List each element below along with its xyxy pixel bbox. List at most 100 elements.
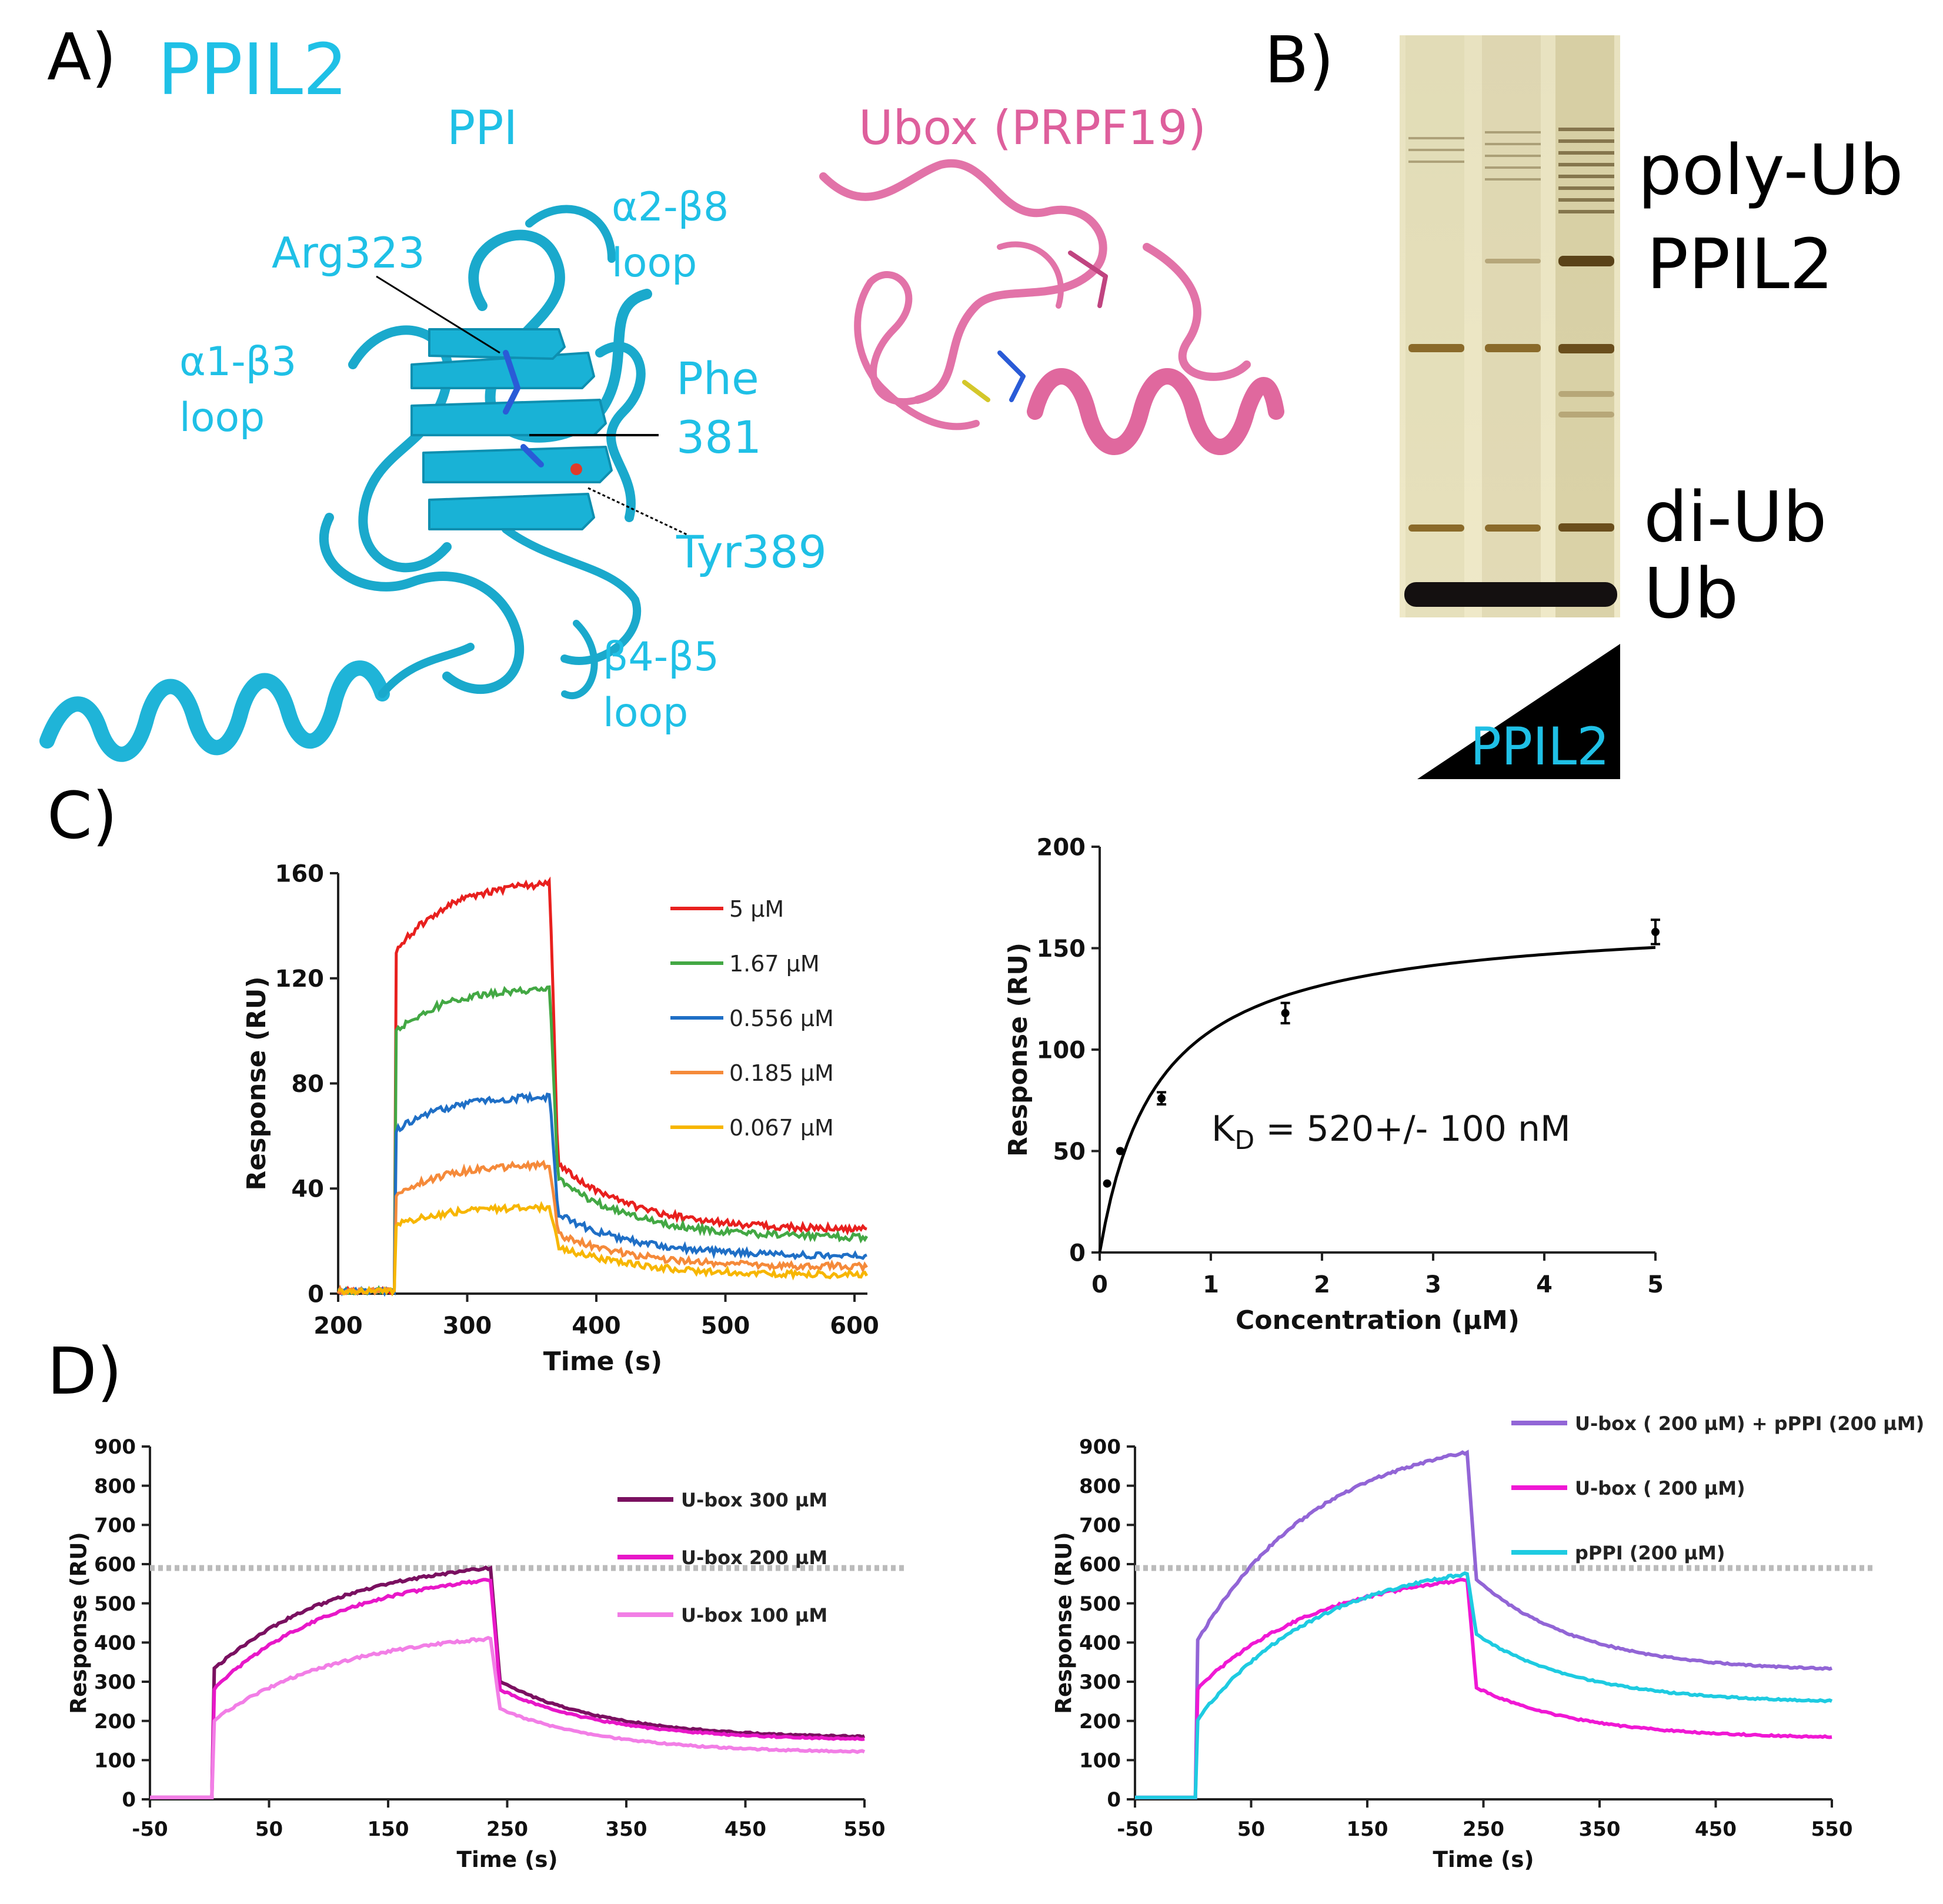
panel-b: B) <box>1264 22 1904 779</box>
y-tick-label: 300 <box>94 1671 136 1694</box>
x-tick-label: 0 <box>1091 1271 1108 1298</box>
phe381-label-line2: 381 <box>676 411 762 463</box>
x-tick-label: 600 <box>830 1312 879 1340</box>
y-tick-label: 500 <box>1079 1592 1121 1616</box>
legend-entry: 0.556 µM <box>729 1006 834 1031</box>
x-tick-label: 50 <box>1237 1818 1265 1841</box>
y-tick-label: 200 <box>1037 834 1086 861</box>
wedge-label: PPIL2 <box>1470 716 1610 777</box>
x-tick-label: 350 <box>606 1818 647 1841</box>
x-axis-title: Time (s) <box>543 1347 663 1377</box>
legend-entry: pPPI (200 µM) <box>1575 1542 1725 1564</box>
ubox-label: Ubox (PRPF19) <box>859 101 1206 155</box>
y-axis-title: Response (RU) <box>1003 943 1033 1157</box>
sensorgram-chart-d-right: 0 100 200 300 400 500 600 700 800 900 -50 50 150 250 3… <box>1051 1412 1925 1872</box>
legend-entry: 0.185 µM <box>729 1060 834 1086</box>
phe381-label-line1: Phe <box>676 352 759 405</box>
panel-a-label: A) <box>47 19 116 95</box>
y-tick-label: 800 <box>1079 1475 1121 1498</box>
gel-image <box>1400 35 1620 617</box>
y-tick-label: 400 <box>1079 1632 1121 1655</box>
series-line <box>1135 1571 1833 1799</box>
y-tick-label: 100 <box>1037 1037 1086 1064</box>
x-tick-label: 2 <box>1314 1271 1330 1298</box>
x-tick-label: -50 <box>1117 1818 1153 1841</box>
y-tick-label: 0 <box>308 1281 324 1308</box>
y-tick-label: 100 <box>1079 1749 1121 1773</box>
y-tick-label: 800 <box>94 1475 136 1498</box>
ppil2-structure-image <box>39 205 652 762</box>
ppi-label: PPI <box>447 101 518 155</box>
y-tick-label: 50 <box>1053 1138 1086 1165</box>
series-line <box>150 1565 866 1799</box>
series-line <box>337 876 867 1296</box>
x-tick-label: 500 <box>701 1312 750 1340</box>
x-tick-label: 450 <box>1695 1818 1737 1841</box>
x-tick-label: 450 <box>725 1818 766 1841</box>
x-axis-title: Concentration (µM) <box>1236 1305 1520 1335</box>
y-axis-title: Response (RU) <box>1051 1532 1077 1713</box>
x-tick-label: 50 <box>255 1818 283 1841</box>
y-tick-label: 80 <box>291 1071 324 1098</box>
series-line <box>150 1635 866 1799</box>
x-tick-label: 1 <box>1203 1271 1219 1298</box>
y-tick-label: 400 <box>94 1632 136 1655</box>
x-tick-label: 150 <box>368 1818 409 1841</box>
x-axis-title: Time (s) <box>456 1846 557 1872</box>
y-tick-label: 160 <box>275 860 325 887</box>
panel-c-label: C) <box>47 778 118 853</box>
series-line <box>338 1201 869 1297</box>
y-tick-label: 900 <box>94 1435 136 1459</box>
x-tick-label: 150 <box>1347 1818 1388 1841</box>
y-tick-label: 600 <box>94 1553 136 1576</box>
data-point <box>1116 1147 1124 1155</box>
x-tick-label: 250 <box>486 1818 528 1841</box>
binding-isotherm-chart: 0 50 100 150 200 0 1 2 3 4 5 Concentration (µM) Resp… <box>1003 834 1664 1335</box>
y-tick-label: 200 <box>94 1710 136 1733</box>
y-tick-label: 200 <box>1079 1710 1121 1733</box>
y-tick-label: 500 <box>94 1592 136 1616</box>
data-point <box>1103 1179 1111 1188</box>
legend-entry: U-box 300 µM <box>681 1489 827 1511</box>
sensorgram-chart-c: 0 40 80 120 160 200 300 400 500 600 Time (s) Respon… <box>242 860 879 1377</box>
series-line <box>150 1578 865 1799</box>
x-tick-label: 350 <box>1579 1818 1621 1841</box>
a1b3-label-line2: loop <box>179 395 265 441</box>
fit-curve <box>1098 946 1656 1253</box>
y-tick-label: 120 <box>275 966 325 993</box>
a2b8-label-line1: α2-β8 <box>612 184 729 231</box>
x-tick-label: 3 <box>1425 1271 1441 1298</box>
x-axis-title: Time (s) <box>1433 1846 1534 1872</box>
y-tick-label: 40 <box>291 1176 324 1203</box>
series-line <box>336 1160 868 1296</box>
band-label-ub: Ub <box>1644 553 1738 634</box>
panel-d-label: D) <box>47 1334 122 1409</box>
series-line <box>338 1091 867 1297</box>
panel-a: A) PPIL2 PPI Ubox (PRPF19) <box>39 19 1284 762</box>
y-tick-label: 0 <box>122 1788 136 1812</box>
legend-entry: 1.67 µM <box>729 951 820 977</box>
tyr389-label: Tyr389 <box>676 526 827 578</box>
y-tick-label: 700 <box>94 1514 136 1538</box>
x-tick-label: 200 <box>313 1312 363 1340</box>
legend-entry: U-box 100 µM <box>681 1604 827 1626</box>
arg323-label: Arg323 <box>272 228 425 278</box>
x-tick-label: -50 <box>132 1818 168 1841</box>
ubox-structure-image <box>819 159 1284 455</box>
x-tick-label: 550 <box>844 1818 886 1841</box>
series-line <box>1135 1578 1832 1799</box>
x-tick-label: 5 <box>1647 1271 1664 1298</box>
arg323-pointer <box>376 275 500 354</box>
band-label-ppil2: PPIL2 <box>1647 223 1834 305</box>
series-line <box>337 985 869 1296</box>
y-tick-label: 100 <box>94 1749 136 1773</box>
concentration-wedge <box>1417 644 1620 779</box>
y-axis-title: Response (RU) <box>66 1532 92 1713</box>
legend-entry: U-box ( 200 µM) <box>1575 1477 1745 1499</box>
b4b5-label-line2: loop <box>603 690 688 736</box>
kd-annotation: KD = 520+/- 100 nM <box>1211 1108 1571 1155</box>
x-tick-label: 250 <box>1463 1818 1504 1841</box>
x-tick-label: 300 <box>443 1312 492 1340</box>
series-line <box>1135 1449 1833 1799</box>
